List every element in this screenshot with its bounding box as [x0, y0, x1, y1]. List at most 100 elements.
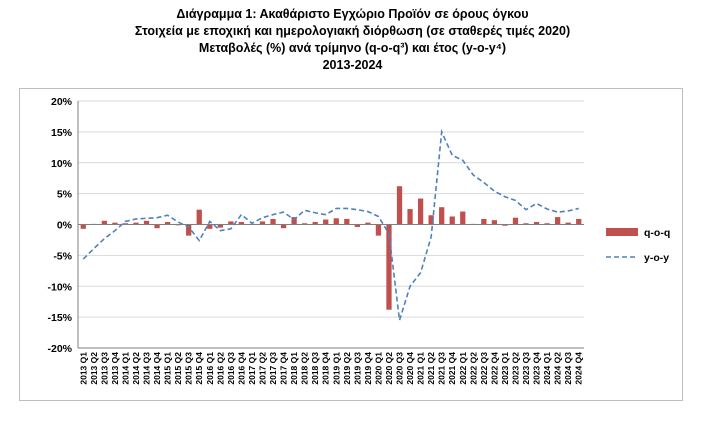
x-tick-label: 2024 Q4 — [574, 352, 584, 385]
q-o-q-bar — [291, 217, 297, 225]
x-tick-label: 2018 Q1 — [289, 352, 299, 385]
chart-title-line-1: Διάγραμμα 1: Ακαθάριστο Εγχώριο Προϊόν σ… — [176, 7, 529, 21]
q-o-q-bar — [481, 218, 487, 225]
x-tick-label: 2023 Q1 — [500, 352, 510, 385]
x-tick-label: 2022 Q3 — [479, 352, 489, 385]
q-o-q-bar — [428, 215, 434, 225]
x-tick-label: 2021 Q2 — [426, 352, 436, 385]
x-tick-label: 2024 Q1 — [542, 352, 552, 385]
q-o-q-bar — [323, 219, 329, 225]
x-tick-label: 2023 Q4 — [532, 352, 542, 385]
x-tick-label: 2016 Q2 — [215, 352, 225, 385]
q-o-q-bar — [386, 224, 392, 310]
x-tick-label: 2015 Q1 — [163, 352, 173, 385]
x-tick-label: 2021 Q3 — [437, 352, 447, 385]
q-o-q-bar — [101, 220, 107, 225]
x-tick-label: 2020 Q3 — [395, 352, 405, 385]
q-o-q-bar — [154, 224, 160, 229]
q-o-q-bar — [460, 211, 466, 225]
x-tick-label: 2018 Q2 — [300, 352, 310, 385]
q-o-q-bar — [312, 222, 318, 225]
x-tick-label: 2019 Q2 — [342, 352, 352, 385]
y-tick-label: -10% — [47, 281, 72, 293]
x-tick-label: 2016 Q3 — [226, 352, 236, 385]
y-tick-label: 20% — [51, 96, 73, 108]
x-tick-label: 2022 Q1 — [458, 352, 468, 385]
q-o-q-bar — [449, 216, 455, 225]
legend-label-y-o-y: y-o-y — [644, 252, 669, 264]
chart-title-line-4: 2013-2024 — [322, 58, 383, 72]
chart-frame — [19, 88, 683, 401]
q-o-q-bar — [396, 186, 403, 225]
q-o-q-bar — [270, 218, 276, 225]
q-o-q-bar — [502, 224, 508, 226]
q-o-q-bar — [259, 221, 266, 225]
q-o-q-bars — [80, 186, 582, 310]
y-o-y-line-group — [82, 128, 579, 321]
x-tick-label: 2017 Q3 — [268, 352, 278, 385]
x-tick-label: 2014 Q2 — [131, 352, 141, 385]
q-o-q-bar — [333, 218, 339, 225]
q-o-q-bar — [533, 222, 540, 225]
q-o-q-bar — [207, 224, 213, 229]
chart-title-line-3: Μεταβολές (%) ανά τρίμηνο (q-o-q³) και έ… — [198, 41, 507, 55]
x-tick-label: 2020 Q4 — [405, 352, 415, 385]
x-tick-label: 2016 Q4 — [236, 352, 246, 385]
q-o-q-bar — [164, 222, 171, 225]
q-o-q-bar — [302, 223, 308, 225]
x-tick-label: 2019 Q1 — [331, 352, 341, 385]
chart-title-block: Διάγραμμα 1: Ακαθάριστο Εγχώριο Προϊόν σ… — [0, 6, 705, 74]
x-tick-label: 2013 Q4 — [110, 352, 120, 385]
q-o-q-bar — [122, 223, 129, 225]
y-tick-label: 15% — [51, 127, 73, 139]
y-tick-label: -20% — [47, 343, 72, 355]
x-tick-label: 2022 Q2 — [468, 352, 478, 385]
x-tick-label: 2013 Q2 — [89, 352, 99, 385]
x-tick-label: 2014 Q1 — [120, 352, 130, 385]
x-tick-label: 2015 Q4 — [194, 352, 204, 385]
y-tick-label: -15% — [47, 312, 72, 324]
q-o-q-bar — [407, 209, 413, 225]
q-o-q-bar — [512, 217, 519, 225]
x-tick-label: 2015 Q2 — [173, 352, 183, 385]
legend-label-q-o-q: q-o-q — [644, 227, 670, 239]
y-tick-label: 0% — [57, 220, 73, 232]
q-o-q-bar — [112, 222, 118, 225]
q-o-q-bar — [80, 224, 86, 229]
y-axis-ticks: 20% 15% 10% 5% 0% -5% -10% -15% -20% — [47, 96, 72, 355]
q-o-q-bar — [143, 220, 150, 225]
x-tick-label: 2021 Q1 — [416, 352, 426, 385]
q-o-q-bar — [375, 224, 382, 236]
q-o-q-bar — [555, 217, 561, 225]
q-o-q-bar — [439, 207, 445, 225]
axes — [77, 101, 584, 349]
x-tick-label: 2024 Q2 — [553, 352, 563, 385]
x-tick-label: 2022 Q4 — [489, 352, 499, 385]
x-axis-ticks: 2013 Q1 2013 Q2 2013 Q3 2013 Q4 2014 Q1 2014 … — [78, 352, 583, 385]
chart-title-line-2: Στοιχεία με εποχική και ημερολογιακή διό… — [134, 24, 571, 38]
x-tick-label: 2014 Q3 — [142, 352, 152, 385]
x-tick-label: 2019 Q3 — [352, 352, 362, 385]
x-tick-label: 2014 Q4 — [152, 352, 162, 385]
x-tick-label: 2016 Q1 — [205, 352, 215, 385]
q-o-q-bar — [186, 224, 192, 236]
q-o-q-bar — [491, 220, 498, 225]
q-o-q-bar — [576, 218, 582, 225]
x-tick-label: 2023 Q3 — [521, 352, 531, 385]
q-o-q-bar — [217, 224, 223, 228]
x-tick-label: 2017 Q1 — [247, 352, 257, 385]
x-tick-label: 2017 Q2 — [257, 352, 267, 385]
x-tick-label: 2018 Q3 — [310, 352, 320, 385]
q-o-q-bar — [544, 223, 550, 225]
x-tick-label: 2020 Q1 — [373, 352, 383, 385]
y-tick-label: 10% — [51, 158, 73, 170]
y-tick-label: 5% — [57, 189, 73, 201]
legend: q-o-q y-o-y — [606, 227, 670, 264]
q-o-q-bar — [196, 209, 202, 225]
x-tick-label: 2013 Q3 — [99, 352, 109, 385]
x-tick-label: 2021 Q4 — [447, 352, 457, 385]
y-o-y-line — [82, 128, 579, 321]
x-tick-label: 2013 Q1 — [78, 352, 88, 385]
legend-swatch-q-o-q — [606, 228, 638, 236]
